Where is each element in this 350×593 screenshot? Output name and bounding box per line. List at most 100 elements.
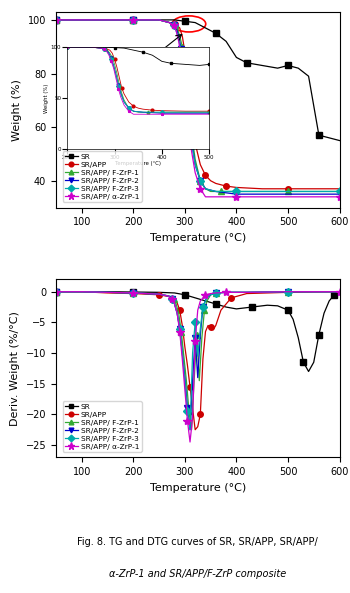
SR/APP/ F-ZrP-2 — [157, 17, 161, 24]
SR/APP/ F-ZrP-1 — [205, 297, 209, 304]
SR/APP/ F-ZrP-2 — [187, 116, 191, 123]
SR/APP/ F-ZrP-1 — [189, 426, 194, 433]
SR/APP/ α-ZrP-1 — [193, 169, 197, 176]
SR — [307, 368, 311, 375]
SR/APP — [54, 288, 58, 295]
SR/APP/ F-ZrP-2 — [188, 426, 192, 433]
SR — [250, 304, 254, 311]
SR/APP/ F-ZrP-2 — [189, 137, 194, 144]
SR — [291, 315, 295, 323]
SR/APP/ F-ZrP-2 — [177, 33, 181, 40]
SR/APP/ F-ZrP-1 — [203, 185, 208, 192]
SR/APP — [183, 49, 187, 56]
SR — [327, 297, 331, 304]
SR/APP/ F-ZrP-1 — [219, 188, 223, 195]
SR/APP/ F-ZrP-2 — [193, 334, 197, 342]
SR/APP/ F-ZrP-1 — [80, 288, 84, 295]
SR/APP/ F-ZrP-2 — [196, 374, 200, 381]
SR/APP/ F-ZrP-3 — [214, 188, 218, 195]
SR/APP/ F-ZrP-3 — [193, 161, 197, 168]
SR/APP/ F-ZrP-2 — [193, 161, 197, 168]
SR/APP — [190, 404, 195, 412]
SR/APP/ α-ZrP-1 — [286, 288, 290, 295]
SR — [224, 38, 228, 45]
SR — [296, 334, 300, 342]
SR/APP — [157, 17, 161, 24]
SR/APP — [177, 24, 182, 31]
SR/APP/ F-ZrP-3 — [337, 288, 342, 295]
SR — [275, 65, 280, 72]
SR/APP — [190, 123, 195, 130]
SR/APP — [198, 161, 202, 168]
SR/APP/ F-ZrP-2 — [131, 289, 135, 296]
SR/APP — [131, 290, 135, 297]
SR/APP/ F-ZrP-3 — [224, 289, 228, 296]
SR/APP/ F-ZrP-1 — [182, 353, 186, 360]
SR/APP/ F-ZrP-2 — [54, 17, 58, 24]
SR — [131, 17, 135, 24]
SR/APP/ F-ZrP-1 — [193, 156, 197, 163]
SR/APP/ F-ZrP-3 — [198, 325, 202, 332]
SR/APP/ F-ZrP-3 — [172, 22, 176, 29]
SR/APP/ α-ZrP-1 — [193, 337, 197, 345]
SR/APP/ F-ZrP-2 — [234, 190, 238, 197]
Legend: SR, SR/APP, SR/APP/ F-ZrP-1, SR/APP/ F-ZrP-2, SR/APP/ F-ZrP-3, SR/APP/ α-ZrP-1: SR, SR/APP, SR/APP/ F-ZrP-1, SR/APP/ F-Z… — [63, 151, 142, 202]
SR/APP/ α-ZrP-1 — [337, 288, 342, 295]
SR/APP/ α-ZrP-1 — [245, 289, 249, 296]
SR/APP/ F-ZrP-2 — [157, 291, 161, 298]
SR — [337, 289, 342, 296]
SR/APP — [186, 362, 190, 369]
SR/APP/ F-ZrP-1 — [337, 288, 342, 295]
SR/APP/ α-ZrP-1 — [175, 310, 179, 317]
SR — [214, 30, 218, 37]
SR/APP — [224, 183, 228, 190]
SR — [301, 359, 306, 366]
SR — [286, 307, 290, 314]
SR/APP — [54, 17, 58, 24]
SR/APP — [211, 326, 215, 333]
SR/APP/ F-ZrP-3 — [175, 310, 179, 317]
SR/APP/ F-ZrP-3 — [54, 288, 58, 295]
SR — [105, 288, 110, 295]
SR/APP — [193, 140, 197, 147]
SR/APP/ α-ZrP-1 — [214, 289, 218, 296]
Line: SR/APP/ F-ZrP-2: SR/APP/ F-ZrP-2 — [53, 17, 342, 197]
SR/APP/ F-ZrP-2 — [337, 190, 342, 197]
SR/APP — [173, 20, 177, 27]
Line: SR/APP/ α-ZrP-1: SR/APP/ α-ZrP-1 — [52, 288, 344, 446]
SR/APP — [105, 17, 110, 24]
SR/APP — [180, 33, 184, 40]
SR/APP — [286, 185, 290, 192]
SR/APP — [229, 294, 233, 301]
SR/APP — [196, 423, 200, 431]
SR/APP — [203, 172, 208, 179]
SR/APP/ α-ZrP-1 — [203, 291, 208, 298]
SR/APP/ F-ZrP-3 — [286, 288, 290, 295]
SR/APP/ F-ZrP-2 — [245, 289, 249, 296]
SR/APP/ F-ZrP-1 — [177, 33, 182, 40]
SR — [193, 294, 197, 301]
SR/APP/ F-ZrP-2 — [186, 404, 190, 412]
SR/APP/ α-ZrP-1 — [184, 100, 189, 107]
SR/APP/ F-ZrP-3 — [189, 140, 194, 147]
SR/APP/ α-ZrP-1 — [166, 292, 170, 299]
SR/APP/ F-ZrP-1 — [167, 19, 172, 26]
SR/APP/ F-ZrP-1 — [80, 17, 84, 24]
SR/APP/ F-ZrP-1 — [131, 17, 135, 24]
SR/APP/ F-ZrP-3 — [54, 17, 58, 24]
SR/APP/ F-ZrP-3 — [186, 408, 190, 415]
SR/APP/ F-ZrP-2 — [172, 22, 176, 29]
SR/APP/ F-ZrP-1 — [172, 295, 176, 302]
SR/APP/ F-ZrP-1 — [54, 17, 58, 24]
SR/APP/ F-ZrP-3 — [131, 289, 135, 296]
SR/APP/ α-ZrP-1 — [105, 17, 110, 24]
SR/APP/ F-ZrP-1 — [195, 331, 199, 338]
SR — [193, 19, 197, 26]
SR/APP/ F-ZrP-2 — [180, 349, 184, 356]
SR/APP/ F-ZrP-3 — [184, 91, 189, 98]
SR/APP/ F-ZrP-3 — [80, 288, 84, 295]
Line: SR/APP/ α-ZrP-1: SR/APP/ α-ZrP-1 — [52, 16, 344, 201]
SR/APP/ F-ZrP-3 — [260, 188, 264, 195]
SR — [224, 304, 228, 311]
SR/APP/ F-ZrP-1 — [180, 43, 184, 50]
